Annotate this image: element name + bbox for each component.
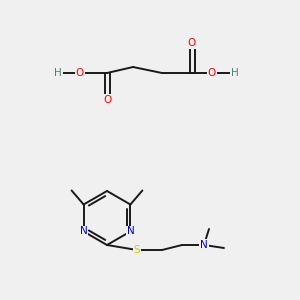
Text: O: O <box>103 95 111 105</box>
Text: N: N <box>200 240 208 250</box>
Text: O: O <box>208 68 216 78</box>
Text: N: N <box>127 226 134 236</box>
Text: S: S <box>134 245 140 255</box>
Text: N: N <box>80 226 88 236</box>
Text: O: O <box>188 38 196 48</box>
Text: O: O <box>76 68 84 78</box>
Text: H: H <box>231 68 239 78</box>
Text: H: H <box>54 68 62 78</box>
